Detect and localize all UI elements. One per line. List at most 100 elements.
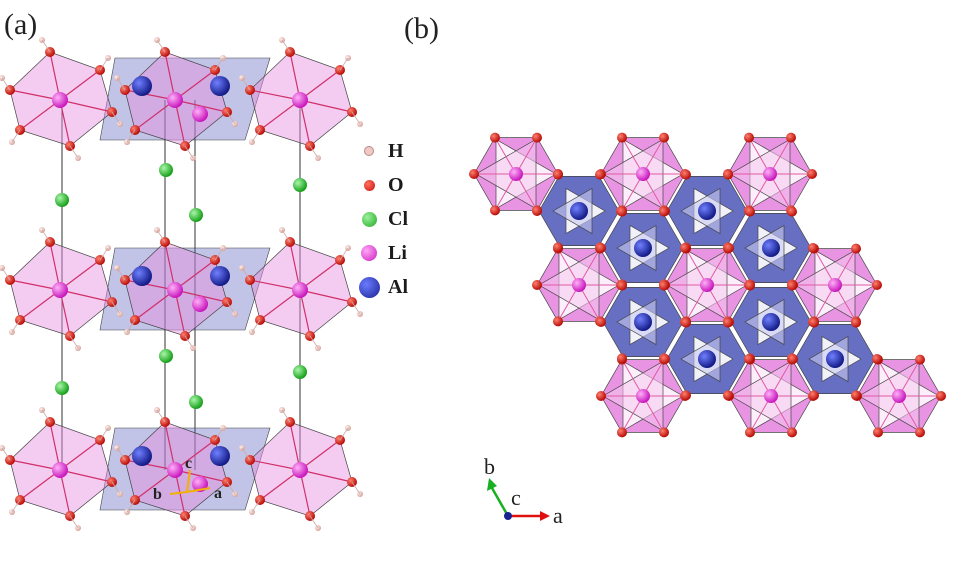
oxygen-atom <box>786 132 796 143</box>
li-o-bond <box>578 284 601 322</box>
o-h-bond <box>41 229 51 243</box>
o-h-bond <box>111 481 121 495</box>
b-axis-label: b <box>153 486 162 503</box>
hydroxide-layer-1 <box>0 37 363 161</box>
oxygen-atom <box>809 390 819 401</box>
li-o-bond <box>621 137 644 175</box>
li-o-bond <box>813 284 836 322</box>
hydrogen-atom-icon <box>364 146 374 156</box>
o-h-bond <box>214 427 224 441</box>
oxygen-atom <box>596 317 606 327</box>
aluminum-atom <box>698 350 716 368</box>
c-axis-label: c <box>185 455 192 472</box>
li-o-bond <box>557 284 580 322</box>
lithium-atom <box>292 282 308 298</box>
li-o-bond <box>621 359 644 397</box>
oxygen-atom <box>681 390 691 401</box>
oxygen-atom <box>723 169 733 180</box>
oxygen-atom <box>532 132 542 143</box>
li-o-bond <box>174 69 216 101</box>
o-h-bond <box>111 301 121 315</box>
li-o-bond <box>494 137 517 175</box>
o-h-bond <box>351 481 361 495</box>
legend-item-li: Li <box>354 236 444 270</box>
li-o-bond <box>174 469 228 483</box>
lithium-atom <box>292 92 308 108</box>
axis-triad-a: a b c <box>153 455 222 503</box>
a-axis-arrow <box>186 487 211 493</box>
li-o-bond <box>9 279 61 291</box>
o-h-bond <box>99 57 109 71</box>
o-h-bond <box>11 499 21 513</box>
oxygen-atom <box>595 169 605 180</box>
li-o-bond <box>9 459 61 471</box>
li-o-bond <box>299 259 341 291</box>
oxygen-atom <box>745 427 755 438</box>
lithium-atom <box>636 167 650 181</box>
aluminum-atom <box>826 350 844 368</box>
chlorine-atom <box>55 193 69 207</box>
li-o-bond <box>749 359 772 397</box>
chlorine-atom <box>159 163 173 177</box>
aluminum-atom <box>634 313 652 331</box>
o-h-bond <box>251 499 261 513</box>
oxygen-atom <box>660 354 670 364</box>
lithium-atom <box>167 462 183 478</box>
o-h-bond <box>126 499 136 513</box>
li-o-bond <box>49 421 61 471</box>
legend-item-al: Al <box>354 270 444 304</box>
hydrogen-atom <box>0 75 5 81</box>
li-o-bond <box>877 359 900 397</box>
legend-label-cl: Cl <box>388 207 408 230</box>
o-h-bond <box>241 267 251 281</box>
oxygen-atom <box>490 132 500 143</box>
li-o-bond <box>134 469 176 501</box>
c-axis-dot <box>504 512 512 520</box>
oxygen-atom <box>596 243 606 253</box>
o-h-bond <box>251 129 261 143</box>
o-h-bond <box>126 319 136 333</box>
o-h-bond <box>281 229 291 243</box>
oxygen-atom <box>787 427 797 438</box>
oxygen-atom <box>744 132 754 143</box>
a-axis-label: a <box>553 503 563 528</box>
b-axis-label: b <box>484 454 495 479</box>
oxygen-atom <box>809 317 819 328</box>
o-h-bond <box>184 335 194 349</box>
oxygen-atom <box>490 205 500 216</box>
legend-label-li: Li <box>388 241 407 264</box>
o-h-bond <box>339 427 349 441</box>
li-o-bond <box>621 395 644 433</box>
oxygen-atom <box>915 354 925 365</box>
panel-b-top-view: a bc <box>469 132 946 528</box>
oxygen-atom <box>553 242 563 253</box>
oxygen-atom <box>851 390 861 401</box>
li-o-bond <box>642 137 665 175</box>
li-o-bond <box>249 459 301 471</box>
hydrogen-atom <box>249 509 255 515</box>
o-h-bond <box>309 515 319 529</box>
li-o-bond <box>749 395 772 433</box>
li-o-bond <box>289 241 301 291</box>
chlorine-atom <box>189 395 203 409</box>
li-o-bond <box>59 99 113 113</box>
axis-triad-b: a bc <box>484 454 563 528</box>
o-h-bond <box>99 247 109 261</box>
o-h-bond <box>1 447 11 461</box>
aluminum-atom <box>132 266 152 286</box>
li-o-bond <box>49 241 61 291</box>
chlorine-atom-icon <box>361 211 377 227</box>
li-o-bond <box>515 173 538 211</box>
o-h-bond <box>351 111 361 125</box>
o-h-bond <box>251 319 261 333</box>
li-o-bond <box>124 89 176 101</box>
lithium-atom <box>828 278 842 292</box>
oxygen-atom <box>851 317 861 328</box>
legend-item-cl: Cl <box>354 202 444 236</box>
li-o-bond <box>642 359 665 397</box>
o-h-bond <box>226 301 236 315</box>
li-o-bond <box>19 99 61 131</box>
oxygen-atom <box>872 354 882 364</box>
li-o-bond <box>289 421 301 471</box>
